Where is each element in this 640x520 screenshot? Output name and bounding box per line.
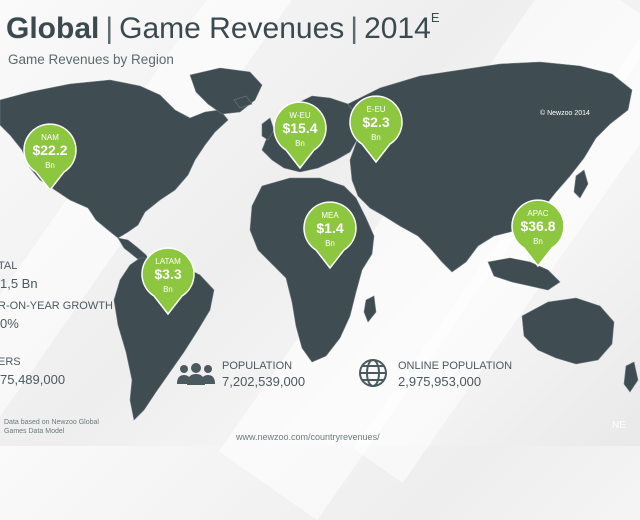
- region-label: NAM: [41, 133, 59, 142]
- region-pin-mea[interactable]: MEA $1.4 Bn: [302, 200, 358, 270]
- north-america: [0, 79, 229, 239]
- region-value: $2.3: [362, 114, 390, 130]
- region-unit: Bn: [295, 139, 305, 148]
- region-label: APAC: [527, 209, 549, 218]
- region-pin-e-eu[interactable]: E-EU $2.3 Bn: [348, 94, 404, 164]
- title-year: 2014: [364, 12, 431, 45]
- map-pin-icon: [303, 201, 357, 270]
- region-unit: Bn: [325, 239, 335, 248]
- region-unit: Bn: [533, 237, 543, 246]
- australia: [521, 297, 615, 365]
- players-label: ERS: [0, 356, 21, 368]
- region-value: $3.3: [154, 266, 182, 282]
- map-pin-icon: [511, 199, 565, 268]
- region-label: W-EU: [289, 111, 311, 120]
- title-main: Game Revenues: [119, 12, 345, 45]
- region-pin-latam[interactable]: LATAM $3.3 Bn: [140, 246, 196, 316]
- region-label: LATAM: [155, 257, 181, 266]
- region-pin-w-eu[interactable]: W-EU $15.4 Bn: [272, 100, 328, 170]
- players-value: 75,489,000: [0, 372, 66, 387]
- page-subtitle: Game Revenues by Region: [8, 52, 174, 67]
- title-separator-2: |: [350, 12, 359, 45]
- people-icon: [177, 363, 215, 385]
- footnote-line-1: Data based on Newzoo Global: [4, 419, 99, 426]
- growth-label: R-ON-YEAR GROWTH: [0, 300, 113, 312]
- madagascar: [363, 295, 377, 323]
- japan: [573, 169, 589, 199]
- footnote: Data based on Newzoo Global Games Data M…: [4, 418, 124, 436]
- map-pin-icon: [349, 95, 403, 164]
- map-pin-icon: [273, 101, 327, 170]
- region-unit: Bn: [163, 285, 173, 294]
- uk: [261, 117, 275, 141]
- region-value: $15.4: [282, 120, 318, 136]
- population-value: 7,202,539,000: [222, 374, 306, 389]
- globe-icon: [359, 359, 387, 387]
- growth-value: 0%: [0, 316, 19, 331]
- online-population-value: 2,975,953,000: [398, 374, 482, 389]
- region-value: $1.4: [316, 220, 344, 236]
- total-value: 1,5 Bn: [0, 276, 38, 291]
- southeast-asia: [487, 257, 561, 291]
- region-unit: Bn: [371, 133, 381, 142]
- region-pin-nam[interactable]: NAM $22.2 Bn: [22, 122, 78, 192]
- page-title: Global | Game Revenues | 2014E: [6, 10, 440, 46]
- region-value: $22.2: [32, 142, 68, 158]
- region-pin-apac[interactable]: APAC $36.8 Bn: [510, 198, 566, 268]
- year-estimate-mark: E: [430, 10, 440, 25]
- population-label: POPULATION: [222, 360, 293, 372]
- footnote-line-2: Games Data Model: [4, 428, 65, 435]
- region-unit: Bn: [45, 161, 55, 170]
- greenland: [189, 67, 263, 115]
- total-label: TAL: [0, 260, 18, 272]
- copyright-notice: © Newzoo 2014: [540, 110, 590, 117]
- online-population-label: ONLINE POPULATION: [398, 360, 513, 372]
- region-label: MEA: [321, 211, 339, 220]
- map-pin-icon: [23, 123, 77, 192]
- region-value: $36.8: [520, 218, 556, 234]
- south-america: [113, 257, 215, 421]
- source-url[interactable]: www.newzoo.com/countryrevenues/: [236, 432, 380, 442]
- corner-logo-text: NE: [612, 420, 626, 431]
- region-label: E-EU: [366, 105, 386, 114]
- new-zealand: [623, 361, 639, 393]
- title-bold: Global: [6, 12, 100, 45]
- title-separator: |: [105, 12, 114, 45]
- iceland: [233, 95, 253, 109]
- map-pin-icon: [141, 247, 195, 316]
- world-map: [0, 61, 639, 421]
